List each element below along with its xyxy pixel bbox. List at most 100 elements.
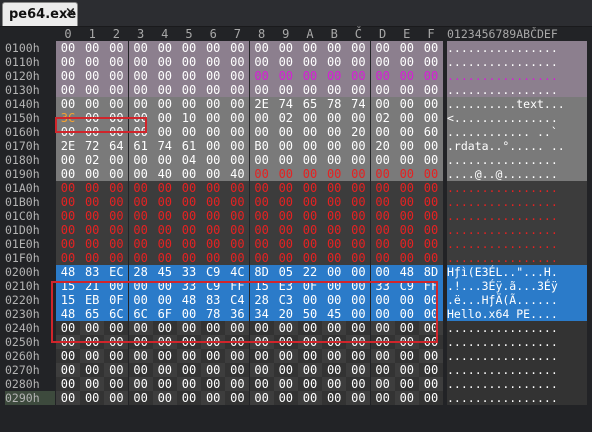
hex-byte-cell[interactable]: 00 [346, 55, 371, 69]
hex-byte-cell[interactable]: 00 [128, 279, 153, 293]
hex-byte-cell[interactable]: 00 [346, 251, 371, 265]
hex-byte-cell[interactable]: 00 [128, 153, 153, 167]
hex-byte-cell[interactable]: 00 [346, 41, 371, 55]
hex-byte-cell[interactable]: 00 [177, 209, 201, 223]
hex-byte-cell[interactable]: 00 [273, 153, 298, 167]
hex-byte-cell[interactable]: 00 [104, 237, 129, 251]
hex-byte-cell[interactable]: 00 [225, 223, 250, 237]
hex-byte-cell[interactable]: 00 [201, 391, 226, 405]
hex-byte-cell[interactable]: 00 [394, 125, 419, 139]
hex-byte-cell[interactable]: 00 [177, 377, 201, 391]
hex-byte-cell[interactable]: 00 [128, 363, 153, 377]
hex-byte-cell[interactable]: C3 [273, 293, 298, 307]
hex-byte-cell[interactable]: 00 [128, 209, 153, 223]
hex-byte-cell[interactable]: 00 [152, 181, 177, 195]
hex-byte-cell[interactable]: 00 [56, 195, 80, 209]
hex-byte-cell[interactable]: 00 [394, 237, 419, 251]
hex-byte-cell[interactable]: 00 [249, 237, 274, 251]
hex-byte-cell[interactable]: 00 [152, 293, 177, 307]
hex-byte-cell[interactable]: 40 [225, 167, 250, 181]
hex-byte-cell[interactable]: 72 [80, 139, 105, 153]
hex-byte-cell[interactable]: 00 [152, 377, 177, 391]
hex-byte-cell[interactable]: 00 [201, 251, 226, 265]
hex-byte-cell[interactable]: 05 [273, 265, 298, 279]
hex-byte-cell[interactable]: 00 [273, 377, 298, 391]
hex-byte-cell[interactable]: 00 [298, 83, 322, 97]
hex-byte-cell[interactable]: 00 [249, 209, 274, 223]
hex-byte-cell[interactable]: 00 [177, 391, 201, 405]
hex-byte-cell[interactable]: 00 [225, 153, 250, 167]
hex-byte-cell[interactable]: 00 [56, 335, 80, 349]
hex-byte-cell[interactable]: 00 [346, 209, 371, 223]
hex-byte-cell[interactable]: 00 [104, 377, 129, 391]
hex-byte-cell[interactable]: 00 [322, 251, 347, 265]
hex-byte-cell[interactable]: 00 [104, 181, 129, 195]
hex-byte-cell[interactable]: 00 [322, 223, 347, 237]
hex-byte-cell[interactable]: 00 [128, 335, 153, 349]
hex-byte-cell[interactable]: 00 [249, 69, 274, 83]
hex-byte-cell[interactable]: 00 [346, 167, 371, 181]
hex-byte-cell[interactable]: 00 [370, 307, 395, 321]
hex-byte-cell[interactable]: 00 [419, 209, 443, 223]
hex-byte-cell[interactable]: 00 [128, 377, 153, 391]
hex-byte-cell[interactable]: 00 [322, 55, 347, 69]
hex-byte-cell[interactable]: 00 [177, 335, 201, 349]
hex-byte-cell[interactable]: 00 [225, 377, 250, 391]
hex-byte-cell[interactable]: 00 [152, 195, 177, 209]
hex-byte-cell[interactable]: 00 [201, 125, 226, 139]
hex-byte-cell[interactable]: 83 [201, 293, 226, 307]
hex-byte-cell[interactable]: 00 [322, 377, 347, 391]
hex-byte-cell[interactable]: 00 [298, 139, 322, 153]
hex-byte-cell[interactable]: 00 [394, 41, 419, 55]
hex-byte-cell[interactable]: 00 [298, 335, 322, 349]
hex-byte-cell[interactable]: 00 [225, 251, 250, 265]
hex-byte-cell[interactable]: 00 [201, 349, 226, 363]
hex-byte-cell[interactable]: 00 [56, 209, 80, 223]
hex-byte-cell[interactable]: 00 [225, 237, 250, 251]
hex-byte-cell[interactable]: 00 [370, 377, 395, 391]
hex-byte-cell[interactable]: 00 [370, 251, 395, 265]
hex-byte-cell[interactable]: 00 [128, 237, 153, 251]
hex-byte-cell[interactable]: 00 [104, 153, 129, 167]
hex-byte-cell[interactable]: 00 [177, 363, 201, 377]
ascii-column-text[interactable]: ................ [447, 223, 587, 237]
hex-byte-cell[interactable]: 00 [394, 139, 419, 153]
hex-byte-cell[interactable]: 00 [56, 391, 80, 405]
hex-byte-cell[interactable]: 00 [370, 83, 395, 97]
hex-byte-cell[interactable]: 00 [273, 83, 298, 97]
ascii-column-text[interactable]: ................ [447, 237, 587, 251]
hex-byte-cell[interactable]: 00 [152, 97, 177, 111]
hex-byte-cell[interactable]: 00 [201, 69, 226, 83]
hex-byte-cell[interactable]: 00 [370, 321, 395, 335]
hex-byte-cell[interactable]: 33 [370, 279, 395, 293]
hex-byte-cell[interactable]: 00 [322, 293, 347, 307]
hex-byte-cell[interactable]: 00 [152, 55, 177, 69]
hex-byte-cell[interactable]: 00 [201, 335, 226, 349]
ascii-column-text[interactable]: <............... [447, 111, 587, 125]
hex-byte-cell[interactable]: 00 [80, 349, 105, 363]
hex-byte-cell[interactable]: 00 [273, 237, 298, 251]
hex-byte-cell[interactable]: C4 [225, 293, 250, 307]
hex-byte-cell[interactable]: 00 [346, 69, 371, 83]
hex-byte-cell[interactable]: 00 [249, 321, 274, 335]
hex-byte-cell[interactable]: 00 [298, 41, 322, 55]
hex-byte-cell[interactable]: 00 [394, 377, 419, 391]
hex-byte-cell[interactable]: 74 [273, 97, 298, 111]
hex-byte-cell[interactable]: 28 [249, 293, 274, 307]
hex-byte-cell[interactable]: 00 [370, 363, 395, 377]
hex-byte-cell[interactable]: 00 [128, 251, 153, 265]
hex-byte-cell[interactable]: 00 [128, 167, 153, 181]
ascii-column-text[interactable]: .rdata..°..... .. [447, 139, 587, 153]
hex-byte-cell[interactable]: C9 [201, 265, 226, 279]
hex-byte-cell[interactable]: 00 [152, 209, 177, 223]
hex-byte-cell[interactable]: 00 [104, 125, 129, 139]
hex-byte-cell[interactable]: 00 [104, 69, 129, 83]
file-tab[interactable]: pe64.exe × [2, 2, 78, 26]
hex-byte-cell[interactable]: 40 [152, 167, 177, 181]
hex-byte-cell[interactable]: 0F [298, 279, 322, 293]
hex-byte-cell[interactable]: 00 [419, 293, 443, 307]
hex-byte-cell[interactable]: 00 [394, 293, 419, 307]
hex-byte-cell[interactable]: 00 [177, 349, 201, 363]
hex-byte-cell[interactable]: 20 [273, 307, 298, 321]
hex-byte-cell[interactable]: 00 [419, 321, 443, 335]
